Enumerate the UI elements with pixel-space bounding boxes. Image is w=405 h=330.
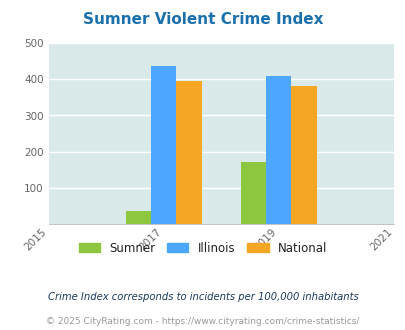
Text: © 2025 CityRating.com - https://www.cityrating.com/crime-statistics/: © 2025 CityRating.com - https://www.city… xyxy=(46,317,359,326)
Bar xyxy=(266,76,291,224)
Bar xyxy=(176,81,201,224)
Bar xyxy=(151,66,176,224)
Bar xyxy=(126,211,151,224)
Bar xyxy=(291,86,316,224)
Text: Sumner Violent Crime Index: Sumner Violent Crime Index xyxy=(83,12,322,26)
Bar xyxy=(240,162,266,224)
Legend: Sumner, Illinois, National: Sumner, Illinois, National xyxy=(75,238,330,258)
Text: Crime Index corresponds to incidents per 100,000 inhabitants: Crime Index corresponds to incidents per… xyxy=(47,292,358,302)
